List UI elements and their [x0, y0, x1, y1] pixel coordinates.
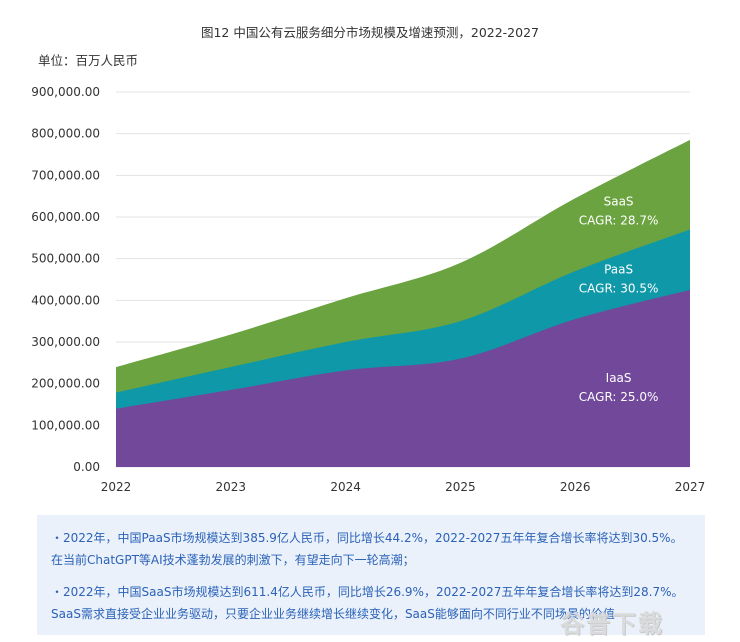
unit-label: 单位：百万人民币 — [38, 53, 139, 68]
y-tick-label: 600,000.00 — [31, 210, 100, 224]
notes-panel: ・2022年，中国PaaS市场规模达到385.9亿人民币，同比增长44.2%，2… — [37, 515, 705, 635]
y-tick-label: 400,000.00 — [31, 293, 100, 307]
y-tick-label: 0.00 — [73, 460, 100, 474]
area-layer — [116, 139, 690, 467]
x-tick-label: 2022 — [101, 480, 132, 494]
y-tick-label: 300,000.00 — [31, 335, 100, 349]
series-name-iaas: IaaS — [606, 371, 632, 385]
area-iaas — [116, 289, 690, 467]
y-tick-label: 500,000.00 — [31, 252, 100, 266]
axis-layer: 0.00 100,000.00 200,000.00 300,000.00 400,00… — [31, 85, 705, 494]
note-saas: ・2022年，中国SaaS市场规模达到611.4亿人民币，同比增长26.9%，2… — [51, 585, 684, 621]
y-tick-label: 700,000.00 — [31, 168, 100, 182]
series-cagr-saas: CAGR: 28.7% — [579, 214, 659, 228]
series-cagr-paas: CAGR: 30.5% — [579, 281, 659, 295]
y-tick-label: 900,000.00 — [31, 85, 100, 99]
y-tick-label: 200,000.00 — [31, 377, 100, 391]
series-label-layer: IaaS CAGR: 25.0% PaaS CAGR: 30.5% SaaS CAGR: … — [579, 195, 659, 404]
x-tick-label: 2026 — [560, 480, 591, 494]
x-tick-label: 2027 — [675, 480, 706, 494]
series-name-paas: PaaS — [604, 262, 633, 276]
stacked-area-chart: 0.00 100,000.00 200,000.00 300,000.00 400,00… — [31, 85, 705, 494]
y-tick-label: 100,000.00 — [31, 418, 100, 432]
chart-title: 图12 中国公有云服务细分市场规模及增速预测，2022-2027 — [200, 25, 539, 40]
x-tick-label: 2023 — [216, 480, 247, 494]
y-tick-label: 800,000.00 — [31, 127, 100, 141]
series-name-saas: SaaS — [604, 195, 634, 209]
x-tick-label: 2025 — [445, 480, 476, 494]
note-paas: ・2022年，中国PaaS市场规模达到385.9亿人民币，同比增长44.2%，2… — [51, 531, 683, 567]
series-cagr-iaas: CAGR: 25.0% — [579, 390, 659, 404]
x-tick-label: 2024 — [330, 480, 361, 494]
watermark-logo: 谷普下载 — [560, 610, 664, 638]
